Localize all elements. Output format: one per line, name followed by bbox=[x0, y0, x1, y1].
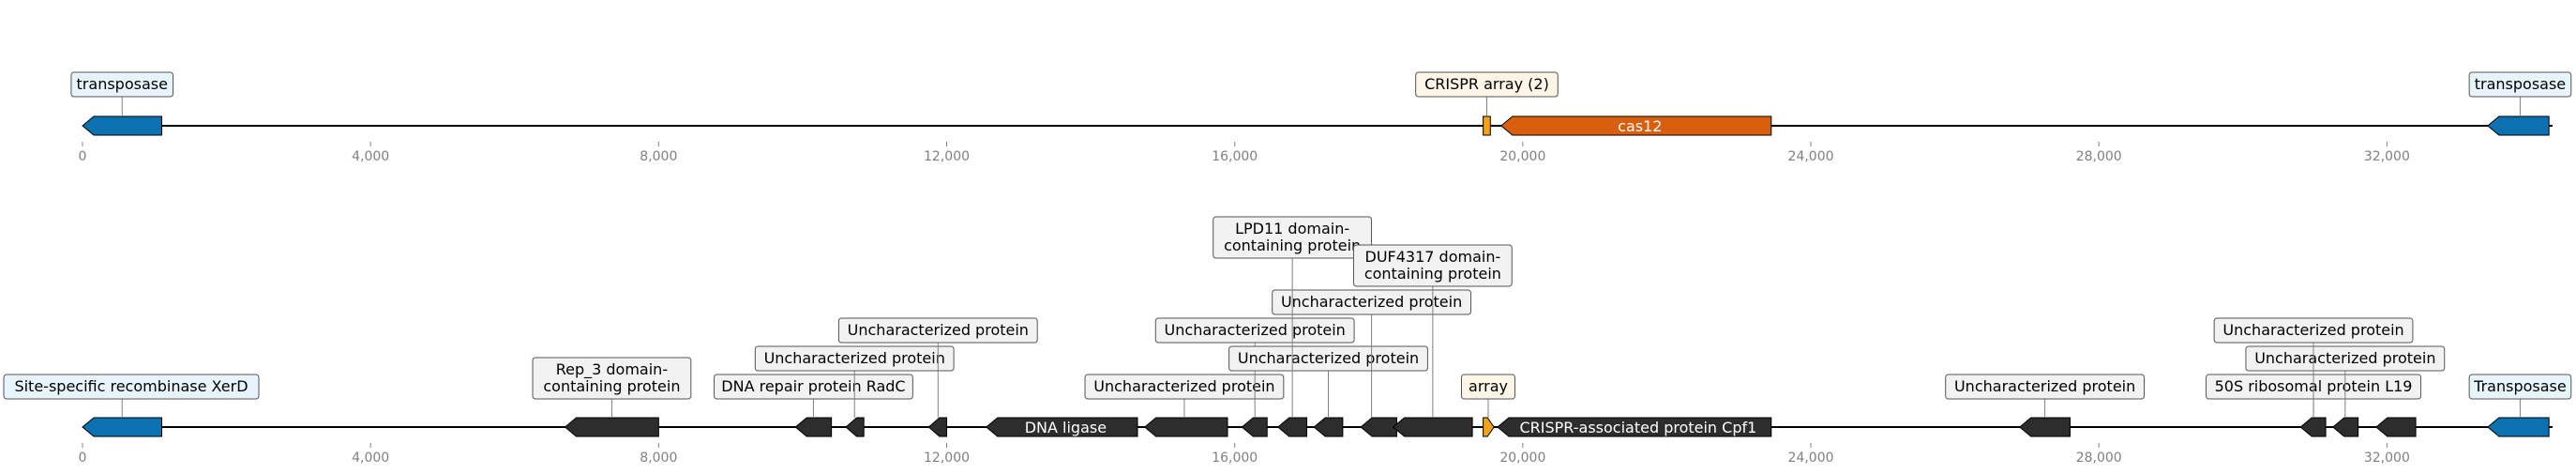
label-box bbox=[1272, 289, 1471, 315]
gene-label: containing protein bbox=[543, 377, 680, 395]
gene-label: Uncharacterized protein bbox=[1238, 349, 1419, 367]
axis-tick-label: 8,000 bbox=[640, 149, 677, 164]
track-top: 0 4,000 8,000 12,000 16,000 20,000 24,000 28,00… bbox=[70, 71, 2572, 164]
axis-tick-label: 20,000 bbox=[1499, 149, 1545, 164]
gene-other[interactable] bbox=[1313, 417, 1344, 437]
axis-tick-label: 24,000 bbox=[1788, 451, 1834, 466]
label-box bbox=[2213, 317, 2414, 344]
gene-label: transposase bbox=[2475, 75, 2566, 93]
gene-label: DUF4317 domain- bbox=[1365, 248, 1501, 266]
label-box bbox=[1460, 374, 1515, 400]
gene-label: CRISPR array (2) bbox=[1424, 75, 1549, 93]
gene-inner-label: CRISPR-associated protein Cpf1 bbox=[1519, 419, 1756, 436]
label-box bbox=[1084, 374, 1285, 400]
gene-other[interactable] bbox=[2331, 417, 2359, 437]
label-box bbox=[3, 374, 260, 400]
gene-other[interactable] bbox=[845, 417, 865, 437]
gene-transposase[interactable] bbox=[82, 115, 162, 136]
gene-label: LPD11 domain- bbox=[1235, 220, 1349, 237]
gene-label: Uncharacterized protein bbox=[2222, 321, 2403, 339]
axis-tick-label: 4,000 bbox=[352, 451, 389, 466]
gene-label: Uncharacterized protein bbox=[848, 321, 1029, 339]
axis-tick-label: 16,000 bbox=[1212, 149, 1258, 164]
label-box bbox=[1352, 244, 1513, 287]
label-box bbox=[2468, 71, 2572, 98]
gene-transposase[interactable] bbox=[2487, 417, 2550, 437]
gene-other[interactable] bbox=[985, 417, 1138, 437]
label-box bbox=[1415, 71, 1559, 98]
axis-tick-label: 4,000 bbox=[352, 149, 389, 164]
gene-cas[interactable] bbox=[1500, 115, 1772, 136]
label-box bbox=[532, 357, 692, 400]
axis-tick-label: 28,000 bbox=[2076, 149, 2122, 164]
gene-other[interactable] bbox=[927, 417, 948, 437]
label-box bbox=[1154, 317, 1355, 344]
gene-other[interactable] bbox=[1241, 417, 1268, 437]
axis-tick-label: 28,000 bbox=[2076, 451, 2122, 466]
label-box bbox=[2468, 374, 2572, 400]
gene-label: containing protein bbox=[1364, 265, 1501, 283]
axis-tick-label: 8,000 bbox=[640, 451, 677, 466]
label-box bbox=[70, 71, 174, 98]
gene-label: Uncharacterized protein bbox=[1165, 321, 1346, 339]
gene-label: Uncharacterized protein bbox=[1954, 377, 2135, 395]
label-box bbox=[1945, 374, 2146, 400]
axis-tick-label: 16,000 bbox=[1212, 451, 1258, 466]
label-box bbox=[837, 317, 1038, 344]
gene-label: containing protein bbox=[1224, 237, 1361, 254]
axis-tick-label: 0 bbox=[79, 451, 87, 466]
gene-other[interactable] bbox=[1392, 417, 1473, 437]
gene-other[interactable] bbox=[2375, 417, 2417, 437]
gene-label: Site-specific recombinase XerD bbox=[14, 377, 248, 395]
gene-other[interactable] bbox=[1497, 417, 1772, 437]
axis-tick-label: 12,000 bbox=[924, 149, 970, 164]
axis-tick-label: 32,000 bbox=[2364, 451, 2410, 466]
gene-crispr_array[interactable] bbox=[1483, 115, 1491, 136]
gene-label: Transposase bbox=[2473, 377, 2567, 395]
gene-label: Rep_3 domain- bbox=[556, 360, 668, 379]
label-box bbox=[754, 345, 955, 372]
gene-crispr_array[interactable] bbox=[1483, 417, 1495, 437]
gene-other[interactable] bbox=[2018, 417, 2071, 437]
track-bottom: 0 4,000 8,000 12,000 16,000 20,000 24,000 28,00… bbox=[3, 216, 2572, 466]
gene-other[interactable] bbox=[1143, 417, 1228, 437]
axis-tick-label: 0 bbox=[79, 149, 87, 164]
gene-label: Uncharacterized protein bbox=[2254, 349, 2435, 367]
gene-label: array bbox=[1469, 377, 1508, 395]
gene-transposase[interactable] bbox=[2487, 115, 2550, 136]
gene-label: Uncharacterized protein bbox=[1281, 293, 1462, 311]
label-box bbox=[1228, 345, 1428, 372]
gene-label: Uncharacterized protein bbox=[764, 349, 945, 367]
label-box bbox=[714, 374, 913, 400]
label-box bbox=[2245, 345, 2446, 372]
gene-other[interactable] bbox=[1276, 417, 1307, 437]
gene-other[interactable] bbox=[794, 417, 833, 437]
gene-inner-label: DNA ligase bbox=[1025, 419, 1107, 436]
gene-label: DNA repair protein RadC bbox=[721, 377, 905, 395]
gene-inner-label: cas12 bbox=[1618, 117, 1662, 135]
axis-tick-label: 12,000 bbox=[924, 451, 970, 466]
label-box bbox=[1213, 216, 1373, 259]
axis-tick-label: 20,000 bbox=[1499, 451, 1545, 466]
gene-label: Uncharacterized protein bbox=[1093, 377, 1274, 395]
gene-other[interactable] bbox=[2299, 417, 2327, 437]
axis-tick-label: 32,000 bbox=[2364, 149, 2410, 164]
gene-other[interactable] bbox=[1360, 417, 1397, 437]
gene-other[interactable] bbox=[564, 417, 659, 437]
gene-label: transposase bbox=[77, 75, 168, 93]
axis-tick-label: 24,000 bbox=[1788, 149, 1834, 164]
gene-transposase[interactable] bbox=[82, 417, 162, 437]
